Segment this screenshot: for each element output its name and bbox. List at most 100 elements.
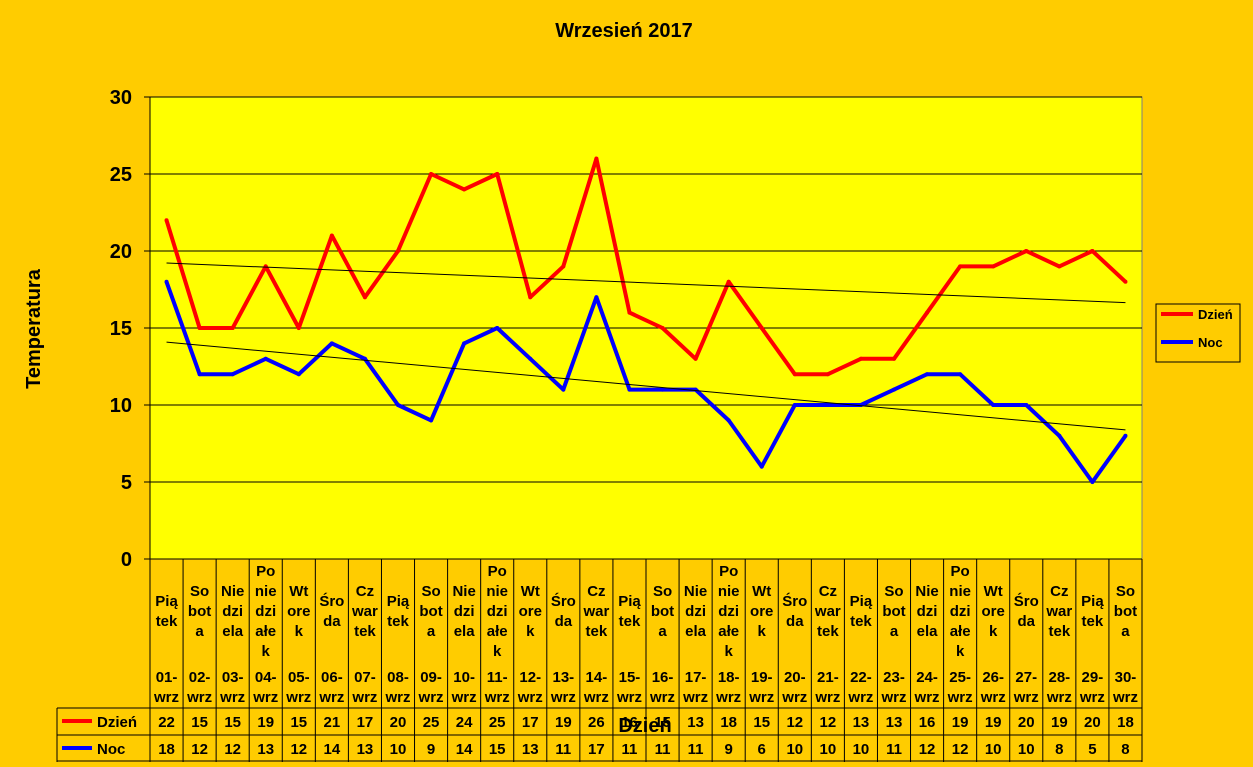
weekday-label: Wt xyxy=(752,583,771,600)
date-label: 04- xyxy=(255,669,277,686)
date-label: 06- xyxy=(321,669,343,686)
weekday-label: a xyxy=(1121,623,1130,640)
date-label: 17- xyxy=(685,669,707,686)
date-label: 25- xyxy=(949,669,971,686)
data-point xyxy=(991,264,996,269)
data-point xyxy=(1123,433,1128,438)
date-label: wrz xyxy=(517,689,543,706)
table-cell-value: 18 xyxy=(720,714,737,731)
date-label: 21- xyxy=(817,669,839,686)
category-label: Cz war tek 21- wrz xyxy=(814,583,841,706)
weekday-label: dzi xyxy=(222,603,243,620)
weekday-label: war xyxy=(814,603,841,620)
table-cell-value: 19 xyxy=(555,714,572,731)
y-tick-label: 5 xyxy=(121,472,132,494)
table-cell-value: 21 xyxy=(324,714,341,731)
date-label: wrz xyxy=(781,689,807,706)
y-tick-label: 20 xyxy=(110,241,132,263)
y-axis-title: Temperatura xyxy=(23,268,45,389)
table-cell-value: 14 xyxy=(324,741,341,758)
data-table: Piątek01-wrzSobota02-wrzNiedziela03-wrzP… xyxy=(56,558,1143,762)
weekday-label: tek xyxy=(1048,623,1070,640)
weekday-label: tek xyxy=(1082,613,1104,630)
table-cell-value: 13 xyxy=(687,714,704,731)
date-label: 10- xyxy=(453,669,475,686)
table-cell-value: 5 xyxy=(1088,741,1096,758)
date-label: wrz xyxy=(285,689,311,706)
category-label: Nie dzi ela 24- wrz xyxy=(914,583,940,706)
category-label: So bot a 09- wrz xyxy=(418,583,444,706)
category-label: Pią tek 15- wrz xyxy=(616,593,642,706)
series-day xyxy=(164,156,1128,377)
table-cell-value: 16 xyxy=(621,714,638,731)
weekday-label: war xyxy=(1045,603,1072,620)
weekday-label: ałe xyxy=(718,623,739,640)
data-point xyxy=(1090,480,1095,484)
data-point xyxy=(197,372,202,377)
weekday-label: nie xyxy=(718,583,740,600)
date-label: 22- xyxy=(850,669,872,686)
weekday-label: Pią xyxy=(618,593,641,610)
trendline xyxy=(166,262,1126,304)
weekday-label: Wt xyxy=(984,583,1003,600)
date-label: wrz xyxy=(980,689,1006,706)
weekday-label: war xyxy=(582,603,609,620)
data-point xyxy=(792,372,797,377)
weekday-label: da xyxy=(1018,613,1036,630)
weekday-label: ela xyxy=(917,623,939,640)
category-label: Cz war tek 28- wrz xyxy=(1045,583,1072,706)
weekday-label: ela xyxy=(685,623,707,640)
category-label: Nie dzi ela 17- wrz xyxy=(682,583,708,706)
date-label: wrz xyxy=(318,689,344,706)
weekday-label: Nie xyxy=(221,583,244,600)
data-point xyxy=(594,295,599,300)
date-label: wrz xyxy=(649,689,675,706)
table-cell-value: 17 xyxy=(588,741,605,758)
category-label: Pią tek 01- wrz xyxy=(153,593,179,706)
data-point xyxy=(1024,403,1029,407)
date-label: wrz xyxy=(682,689,708,706)
category-label: Pią tek 08- wrz xyxy=(384,593,410,706)
weekday-label: tek xyxy=(850,613,872,630)
weekday-label: ore xyxy=(519,603,542,620)
data-point xyxy=(726,279,731,284)
date-label: wrz xyxy=(814,689,840,706)
weekday-label: ore xyxy=(982,603,1005,620)
data-point xyxy=(759,326,764,330)
table-cell-value: 18 xyxy=(1117,714,1134,731)
data-point xyxy=(1123,279,1128,284)
weekday-label: Wt xyxy=(289,583,308,600)
weekday-label: nie xyxy=(486,583,508,600)
data-point xyxy=(825,372,830,377)
table-cell-value: 25 xyxy=(489,714,506,731)
weekday-label: Pią xyxy=(850,593,873,610)
weekday-label: dzi xyxy=(950,603,971,620)
data-point xyxy=(858,403,863,407)
data-point xyxy=(594,156,599,161)
weekday-label: k xyxy=(526,623,535,640)
table-cell-value: 19 xyxy=(1051,714,1068,731)
x-axis-title: Dzień xyxy=(618,715,671,737)
table-cell-value: 20 xyxy=(1018,714,1035,731)
date-label: 20- xyxy=(784,669,806,686)
category-label: So bot a 16- wrz xyxy=(649,583,675,706)
table-cell-value: 9 xyxy=(427,741,435,758)
y-tick-label: 30 xyxy=(110,87,132,109)
table-cell-value: 13 xyxy=(522,741,539,758)
table-cell-value: 20 xyxy=(390,714,407,731)
legend-label: Dzień xyxy=(1198,307,1233,322)
weekday-label: Cz xyxy=(1050,583,1068,600)
date-label: 11- xyxy=(487,669,508,686)
weekday-label: da xyxy=(323,613,341,630)
category-label: Wt ore k 05- wrz xyxy=(285,583,311,706)
series-line xyxy=(164,156,1127,377)
legend-label: Noc xyxy=(1198,335,1223,350)
weekday-label: k xyxy=(724,643,733,660)
table-cell-value: 15 xyxy=(224,714,241,731)
date-label: wrz xyxy=(1079,689,1105,706)
weekday-label: nie xyxy=(949,583,971,600)
date-label: 27- xyxy=(1015,669,1037,686)
legend: Dzień Noc xyxy=(1155,303,1241,363)
date-label: wrz xyxy=(550,689,576,706)
